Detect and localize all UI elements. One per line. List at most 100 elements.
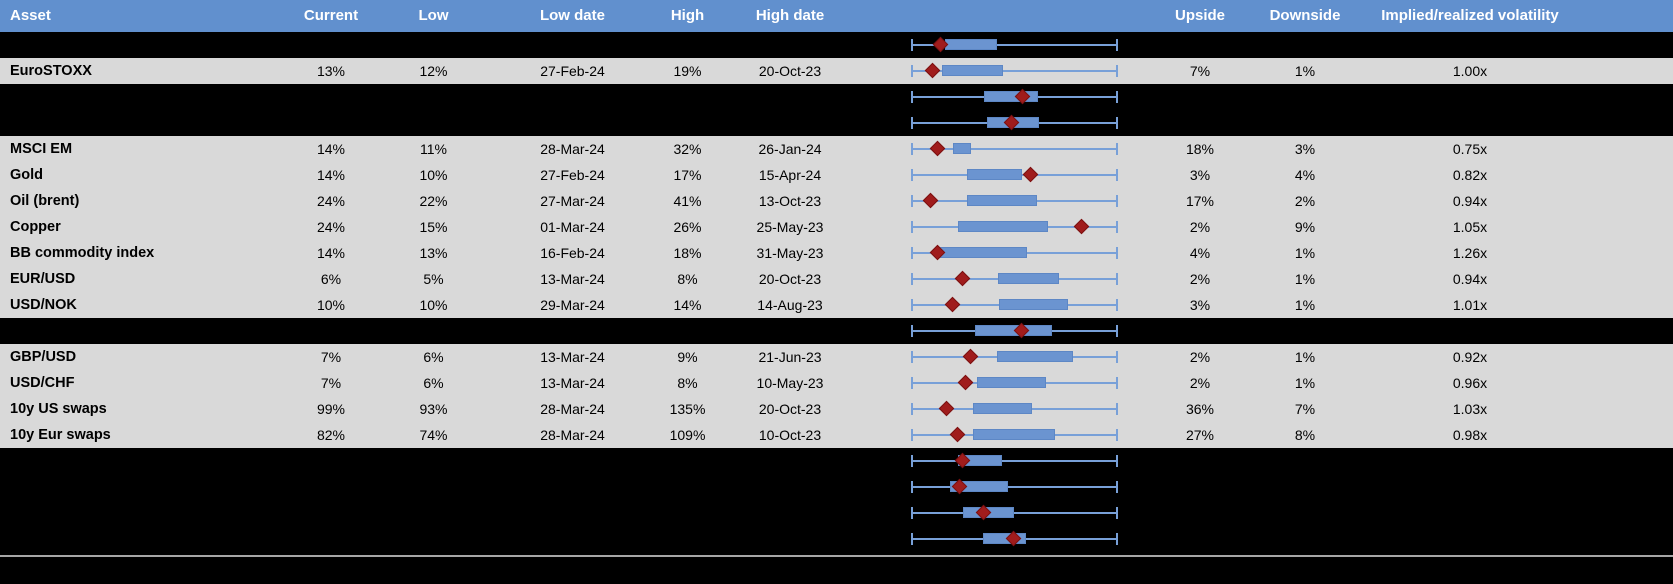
upside-value: 7% — [1189, 63, 1211, 79]
low-date: 28-Mar-24 — [540, 427, 605, 443]
implied-realized-value: 0.82x — [1452, 167, 1488, 183]
low-value — [377, 474, 490, 500]
col-header-low: Low — [418, 7, 449, 24]
whisker-cap-max — [1116, 403, 1118, 415]
downside-value: 7% — [1294, 401, 1316, 417]
whisker-line — [912, 70, 1117, 72]
high-value: 8% — [677, 271, 698, 287]
range-boxplot — [860, 188, 1160, 214]
spare-space — [1570, 110, 1673, 136]
implied-realized-value: 1.26x — [1452, 245, 1488, 261]
whisker-cap-min — [911, 117, 913, 129]
implied-realized-value — [1370, 110, 1570, 136]
table-row-gbp-usd: GBP/USD 7% 6% 13-Mar-24 9% 21-Jun-23 2% 1% 0.92x — [0, 344, 1673, 370]
spare-space — [1570, 526, 1673, 552]
low-date: 13-Mar-24 — [540, 349, 605, 365]
interquartile-box — [966, 169, 1022, 180]
current-value — [285, 84, 377, 110]
asset-name — [0, 500, 285, 526]
upside-value: 2% — [1189, 375, 1211, 391]
low-date: 27-Mar-24 — [540, 193, 605, 209]
high-value — [655, 448, 720, 474]
spare-space — [1570, 162, 1673, 188]
low-date: 13-Mar-24 — [540, 375, 605, 391]
high-date: 20-Oct-23 — [758, 63, 822, 79]
whisker-cap-max — [1116, 247, 1118, 259]
col-header-range-chart — [860, 0, 1160, 32]
range-boxplot — [860, 136, 1160, 162]
range-boxplot — [860, 448, 1160, 474]
high-date — [720, 110, 860, 136]
interquartile-box — [998, 273, 1060, 284]
interquartile-box — [940, 247, 1027, 258]
whisker-cap-max — [1116, 351, 1118, 363]
high-date — [720, 474, 860, 500]
downside-value — [1240, 110, 1370, 136]
spacer-row — [0, 474, 1673, 500]
low-value: 6% — [423, 349, 444, 365]
spare-space — [1570, 188, 1673, 214]
range-boxplot — [860, 318, 1160, 344]
whisker-line — [912, 460, 1117, 462]
high-value: 17% — [673, 167, 702, 183]
whisker-line — [912, 486, 1117, 488]
downside-value — [1240, 318, 1370, 344]
spare-space — [1570, 136, 1673, 162]
downside-value: 1% — [1294, 63, 1316, 79]
asset-name — [0, 32, 285, 58]
range-boxplot — [860, 500, 1160, 526]
whisker-cap-min — [911, 39, 913, 51]
whisker-cap-min — [911, 273, 913, 285]
high-value — [655, 110, 720, 136]
low-date: 27-Feb-24 — [540, 167, 605, 183]
range-boxplot — [860, 344, 1160, 370]
current-value: 82% — [316, 427, 346, 443]
low-value: 11% — [420, 141, 447, 157]
downside-value — [1240, 448, 1370, 474]
low-date — [490, 474, 655, 500]
col-header-current: Current — [303, 7, 359, 24]
upside-value: 2% — [1189, 271, 1211, 287]
high-value: 135% — [669, 401, 706, 417]
spare-space — [1570, 84, 1673, 110]
implied-realized-value: 0.94x — [1452, 271, 1488, 287]
current-value-diamond-marker-icon — [949, 426, 966, 443]
whisker-cap-max — [1116, 273, 1118, 285]
spacer-row — [0, 32, 1673, 58]
low-value — [377, 500, 490, 526]
low-value — [377, 110, 490, 136]
whisker-cap-max — [1116, 299, 1118, 311]
whisker-line — [912, 44, 1117, 46]
range-boxplot — [860, 214, 1160, 240]
current-value — [285, 474, 377, 500]
spacer-row — [0, 110, 1673, 136]
implied-realized-value: 0.92x — [1452, 349, 1488, 365]
low-value: 10% — [419, 297, 448, 313]
current-value-diamond-marker-icon — [929, 140, 945, 157]
implied-realized-value: 0.98x — [1452, 427, 1488, 443]
spare-space — [1570, 370, 1673, 396]
range-boxplot — [860, 32, 1160, 58]
downside-value — [1240, 526, 1370, 552]
upside-value — [1160, 474, 1240, 500]
spare-space — [1570, 292, 1673, 318]
interquartile-box — [998, 299, 1069, 310]
table-row-eurostoxx: EuroSTOXX 13% 12% 27-Feb-24 19% 20-Oct-23 7% 1%… — [0, 58, 1673, 84]
whisker-cap-min — [911, 195, 913, 207]
downside-value: 1% — [1294, 271, 1316, 287]
low-value — [377, 448, 490, 474]
asset-name: EuroSTOXX — [10, 63, 92, 79]
col-header-asset: Asset — [10, 7, 51, 24]
asset-name — [0, 448, 285, 474]
low-value: 12% — [419, 63, 448, 79]
upside-value: 18% — [1185, 141, 1215, 157]
high-date: 10-May-23 — [756, 375, 824, 391]
high-value — [655, 318, 720, 344]
implied-realized-value — [1370, 500, 1570, 526]
interquartile-box — [976, 377, 1047, 388]
downside-value: 1% — [1294, 245, 1316, 261]
whisker-line — [912, 512, 1117, 514]
range-boxplot — [860, 240, 1160, 266]
table-row-10y-us-swaps: 10y US swaps 99% 93% 28-Mar-24 135% 20-Oct-23… — [0, 396, 1673, 422]
